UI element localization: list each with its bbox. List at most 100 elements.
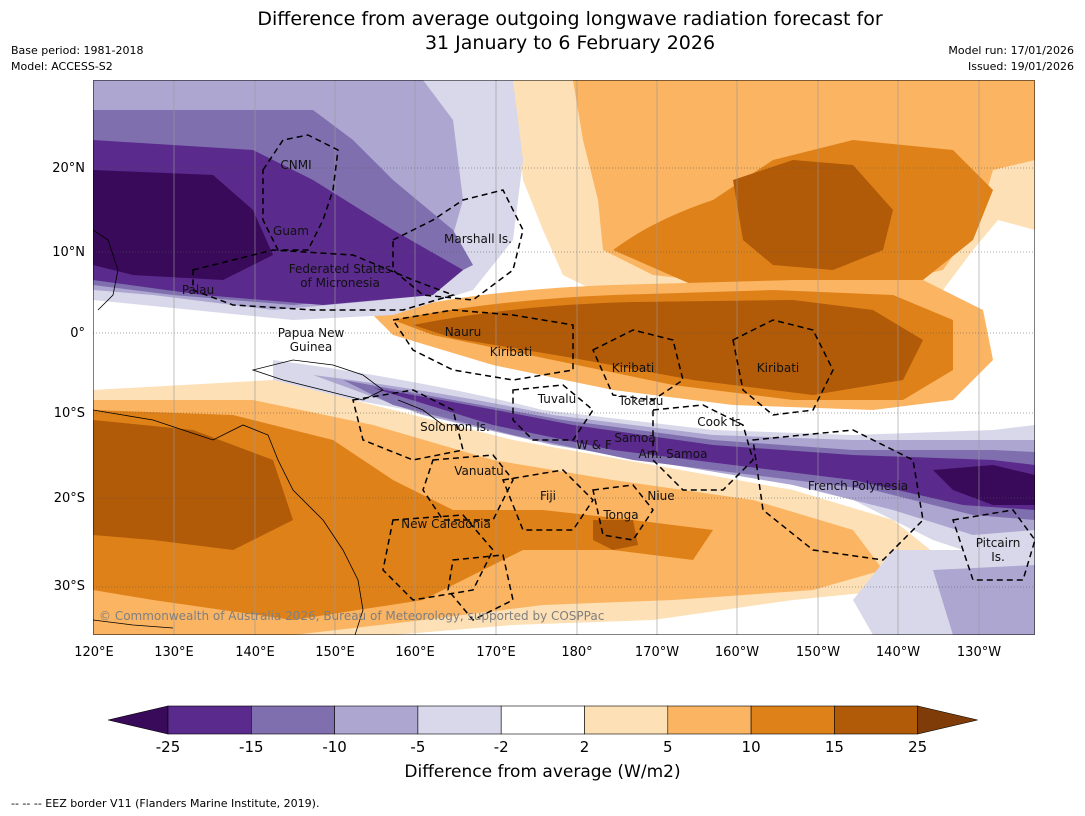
eez-marshall [392, 189, 524, 301]
lat-label-30s: 30°S [53, 579, 85, 594]
colorbar-cell [167, 705, 252, 735]
lon-label-140e: 140°E [235, 645, 275, 660]
place-label: Marshall Is. [444, 232, 512, 246]
eez-kiribati-phoenix [592, 329, 684, 401]
lon-label-160e: 160°E [395, 645, 435, 660]
colorbar-label: Difference from average (W/m2) [404, 762, 681, 782]
title-line-2: 31 January to 6 February 2026 [424, 32, 716, 54]
colorbar-over-arrow [917, 705, 978, 735]
place-label: Papua New [278, 326, 345, 340]
place-label: Kiribati [490, 345, 532, 359]
place-label: of Micronesia [300, 276, 380, 290]
field-s-brown [93, 420, 293, 550]
colorbar-cell [750, 705, 835, 735]
solomon-coast [397, 399, 444, 426]
field-nw-darkpurple [93, 170, 273, 280]
place-label: Niue [647, 489, 674, 503]
place-label: Vanuatu [454, 464, 504, 478]
field-tonga-brown [593, 520, 638, 550]
title-line-1: Difference from average outgoing longwav… [257, 8, 883, 30]
field-s-purple [373, 388, 1035, 510]
meta-right: Model run: 17/01/2026 Issued: 19/01/2026 [948, 43, 1074, 75]
place-label: Solomon Is. [420, 420, 490, 434]
model-run: Model run: 17/01/2026 [948, 44, 1074, 57]
lon-label-150e: 150°E [315, 645, 355, 660]
graticule [93, 167, 1035, 588]
anomaly-fields [93, 80, 1035, 635]
lat-label-0: 0° [70, 326, 85, 341]
new-guinea-coast [251, 359, 384, 401]
meta-left: Base period: 1981-2018 Model: ACCESS-S2 [11, 43, 143, 75]
place-label: Fiji [540, 489, 556, 503]
lat-label-10n: 10°N [52, 245, 85, 260]
colorbar-cell [584, 705, 669, 735]
australia-coast [93, 409, 364, 635]
colorbar-tick-label: 25 [908, 738, 928, 756]
place-label: Kiribati [612, 361, 654, 375]
place-label: Pitcairn [976, 536, 1021, 550]
copyright-notice: © Commonwealth of Australia 2026, Bureau… [99, 609, 604, 623]
lat-label-20s: 20°S [53, 491, 85, 506]
field-se-lavender [933, 565, 1035, 635]
eez-borders [192, 134, 1035, 621]
place-label: New Caledonia [401, 517, 491, 531]
lon-label-180: 180° [561, 645, 593, 660]
eez-tuvalu [512, 384, 594, 441]
lat-label-10s: 10°S [53, 406, 85, 421]
place-label: Tokelau [618, 394, 664, 408]
place-label: Guam [273, 224, 309, 238]
place-label: Tonga [602, 508, 638, 522]
field-n-brown [733, 160, 893, 270]
lon-label-170w: 170°W [634, 645, 680, 660]
eez-cook [652, 404, 754, 491]
tasmania-coast [93, 619, 174, 629]
philippines-coast [93, 229, 119, 311]
eez-vanuatu [422, 454, 514, 521]
colorbar-cell [334, 705, 419, 735]
colorbar-cell [667, 705, 752, 735]
place-label: Cook Is. [697, 415, 744, 429]
lon-label-120e: 120°E [74, 645, 114, 660]
place-label: Federated States [289, 262, 391, 276]
place-labels: CNMI Guam Marshall Is. Federated States … [182, 158, 1020, 564]
eez-pitcairn [952, 509, 1035, 581]
place-label: Is. [991, 550, 1005, 564]
colorbar-cell [834, 705, 919, 735]
meridians [173, 80, 980, 635]
eez-kiribati-line [732, 319, 834, 416]
eez-legend: -- -- -- EEZ border V11 (Flanders Marine… [11, 797, 320, 810]
eez-micronesia [192, 249, 456, 311]
place-label: Am. Samoa [639, 447, 708, 461]
place-label: Guinea [290, 340, 333, 354]
place-label: Kiribati [757, 361, 799, 375]
colorbar-tick-label: -5 [410, 738, 426, 756]
issued-date: Issued: 19/01/2026 [967, 60, 1074, 73]
lon-label-150w: 150°W [795, 645, 841, 660]
place-label: French Polynesia [808, 479, 908, 493]
colorbar-under-arrow [108, 705, 169, 735]
eez-nauru-kiribati [391, 309, 574, 381]
place-label: Samoa [614, 431, 655, 445]
eez-solomon [352, 389, 464, 461]
eez-norfolk [447, 554, 514, 621]
place-label: W & F [576, 438, 612, 452]
colorbar-tick-label: 2 [579, 738, 590, 756]
colorbar-tick-label: -15 [239, 738, 264, 756]
olr-anomaly-map[interactable]: CNMI Guam Marshall Is. Federated States … [93, 80, 1035, 635]
colorbar-tick-label: -2 [493, 738, 509, 756]
colorbar-tick-label: 10 [741, 738, 761, 756]
eez-french-polynesia [752, 429, 924, 561]
lat-label-20n: 20°N [52, 161, 85, 176]
map-frame [93, 80, 1035, 635]
colorbar [108, 705, 978, 735]
lon-label-130w: 130°W [956, 645, 1002, 660]
colorbar-cell [500, 705, 585, 735]
colorbar-cell [417, 705, 502, 735]
lon-label-130e: 130°E [154, 645, 194, 660]
eez-new-caledonia [382, 514, 494, 601]
model-name: Model: ACCESS-S2 [11, 60, 113, 73]
colorbar-tick-label: 15 [824, 738, 844, 756]
place-label: Nauru [445, 325, 481, 339]
lon-label-140w: 140°W [875, 645, 921, 660]
lon-label-170e: 170°E [476, 645, 516, 660]
